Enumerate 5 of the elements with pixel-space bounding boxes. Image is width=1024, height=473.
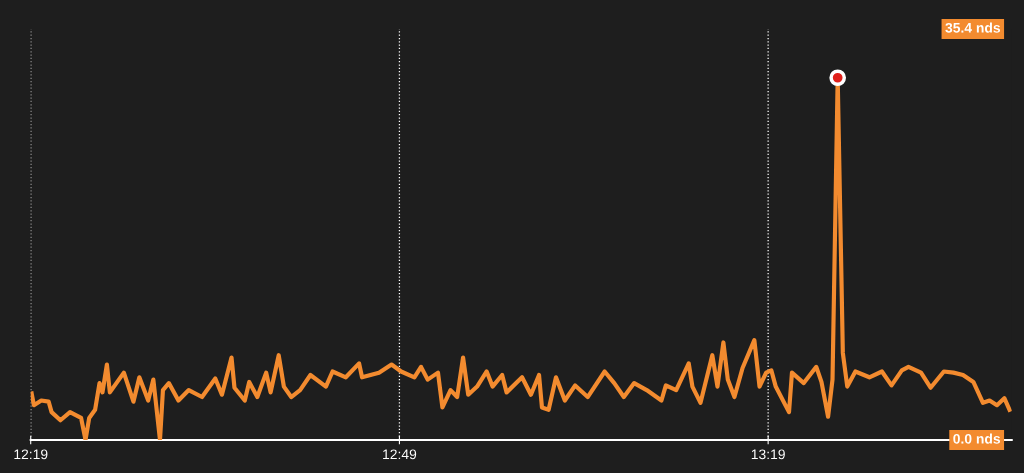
x-tick-label: 13:19 bbox=[751, 449, 785, 460]
x-tick-label: 12:19 bbox=[14, 449, 48, 460]
x-tick-label: 12:49 bbox=[383, 449, 417, 460]
y-tick-label: 0.0 nds bbox=[953, 433, 1001, 444]
y-tick-label: 35.4 nds bbox=[945, 22, 1001, 33]
